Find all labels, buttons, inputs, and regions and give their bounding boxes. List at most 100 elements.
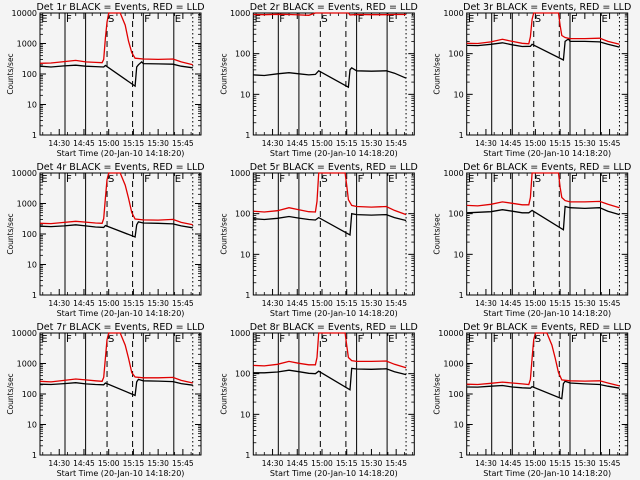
x-tick-label: 14:30 bbox=[48, 139, 70, 148]
segment-label: E bbox=[175, 334, 181, 345]
segment-label: S bbox=[108, 334, 114, 345]
x-tick-label: 15:45 bbox=[599, 459, 621, 468]
panel-det-3: Det 3r BLACK = Events, RED = LLD 1 10 100 10… bbox=[433, 2, 632, 158]
y-axis-label: Counts/sec bbox=[433, 213, 442, 254]
x-tick-label: 15:30 bbox=[361, 459, 383, 468]
x-tick-label: 15:00 bbox=[311, 299, 333, 308]
y-tick-label: 100 bbox=[235, 210, 250, 219]
x-tick-label: 15:15 bbox=[123, 139, 145, 148]
segment-label: F bbox=[144, 334, 150, 345]
panel-det-5: Det 5r BLACK = Events, RED = LLD 1 10 100 10… bbox=[219, 162, 418, 318]
segment-label: F bbox=[66, 334, 72, 345]
y-tick-label: 1 bbox=[245, 291, 250, 300]
panel-det-6: Det 6r BLACK = Events, RED = LLD 1 10 100 10… bbox=[433, 162, 632, 318]
series-line-lld bbox=[253, 332, 407, 369]
x-axis-label: Start Time (20-Jan-10 14:18:20) bbox=[270, 149, 398, 158]
series-line-events bbox=[40, 378, 193, 397]
x-tick-label: 15:15 bbox=[336, 139, 358, 148]
x-tick-label: 15:30 bbox=[147, 139, 169, 148]
y-tick-label: 100 bbox=[448, 210, 463, 219]
plot-frame bbox=[39, 172, 202, 296]
series-line-lld bbox=[253, 12, 407, 16]
plot-frame bbox=[39, 12, 202, 136]
segment-label: F bbox=[493, 334, 499, 345]
y-tick-label: 100 bbox=[22, 230, 37, 239]
series-line-events bbox=[40, 221, 193, 238]
plot-frame bbox=[466, 12, 629, 136]
segment-label: E bbox=[41, 334, 47, 345]
segment-label: E bbox=[388, 14, 394, 25]
y-tick-label: 10 bbox=[454, 250, 464, 259]
x-tick-label: 15:30 bbox=[147, 299, 169, 308]
segment-label: F bbox=[493, 174, 499, 185]
x-tick-label: 15:15 bbox=[549, 459, 571, 468]
panel-det-2: Det 2r BLACK = Events, RED = LLD 1 10 100 10… bbox=[219, 2, 418, 158]
segment-label: S bbox=[108, 174, 114, 185]
y-tick-label: 1000 bbox=[443, 360, 463, 369]
x-tick-label: 15:15 bbox=[336, 299, 358, 308]
segment-label: E bbox=[602, 334, 608, 345]
segment-label: F bbox=[144, 174, 150, 185]
x-tick-label: 15:30 bbox=[361, 139, 383, 148]
y-tick-label: 10 bbox=[240, 90, 250, 99]
x-tick-label: 15:45 bbox=[599, 299, 621, 308]
y-tick-label: 10000 bbox=[12, 169, 37, 178]
panel-title: Det 2r BLACK = Events, RED = LLD bbox=[250, 2, 418, 13]
y-axis-label: Counts/sec bbox=[219, 53, 228, 94]
segment-label: F bbox=[66, 14, 72, 25]
series-line-lld bbox=[40, 12, 193, 66]
x-tick-label: 14:45 bbox=[500, 299, 522, 308]
x-tick-label: 14:45 bbox=[73, 459, 95, 468]
y-tick-label: 1 bbox=[32, 451, 37, 460]
y-tick-label: 100 bbox=[448, 50, 463, 59]
panel-title: Det 1r BLACK = Events, RED = LLD bbox=[36, 2, 204, 13]
x-axis-label: Start Time (20-Jan-10 14:18:20) bbox=[483, 309, 611, 318]
series-line-lld bbox=[253, 172, 407, 216]
panel-title: Det 7r BLACK = Events, RED = LLD bbox=[36, 322, 204, 333]
y-tick-label: 10 bbox=[27, 101, 37, 110]
segment-label: E bbox=[468, 14, 474, 25]
x-tick-label: 15:00 bbox=[525, 459, 547, 468]
y-tick-label: 1000 bbox=[443, 169, 463, 178]
plot-frame bbox=[466, 332, 629, 456]
x-tick-label: 14:45 bbox=[73, 299, 95, 308]
x-tick-label: 15:00 bbox=[311, 139, 333, 148]
segment-label: S bbox=[535, 334, 541, 345]
x-axis-label: Start Time (20-Jan-10 14:18:20) bbox=[483, 469, 611, 478]
x-axis-label: Start Time (20-Jan-10 14:18:20) bbox=[57, 149, 185, 158]
segment-label: F bbox=[66, 174, 72, 185]
y-axis-label: Counts/sec bbox=[6, 53, 15, 94]
panel-title: Det 5r BLACK = Events, RED = LLD bbox=[250, 162, 418, 173]
panel-det-1: Det 1r BLACK = Events, RED = LLD 1 10 100 10… bbox=[6, 2, 205, 158]
series-line-events bbox=[253, 66, 407, 89]
x-tick-label: 15:00 bbox=[311, 459, 333, 468]
segment-label: F bbox=[571, 174, 577, 185]
y-tick-label: 1000 bbox=[230, 169, 250, 178]
x-tick-label: 14:30 bbox=[475, 459, 497, 468]
series-line-lld bbox=[40, 332, 193, 384]
x-tick-label: 14:30 bbox=[48, 459, 70, 468]
y-tick-label: 10 bbox=[27, 261, 37, 270]
x-tick-label: 15:00 bbox=[525, 299, 547, 308]
panel-det-4: Det 4r BLACK = Events, RED = LLD 1 10 100 10… bbox=[6, 162, 205, 318]
y-tick-label: 1 bbox=[32, 291, 37, 300]
y-tick-label: 100 bbox=[448, 390, 463, 399]
x-tick-label: 15:45 bbox=[385, 459, 407, 468]
panel-det-7: Det 7r BLACK = Events, RED = LLD 1 10 100 10… bbox=[6, 322, 205, 478]
x-tick-label: 15:45 bbox=[599, 139, 621, 148]
x-tick-label: 14:45 bbox=[73, 139, 95, 148]
y-tick-label: 100 bbox=[22, 70, 37, 79]
x-tick-label: 15:00 bbox=[525, 139, 547, 148]
segment-label: F bbox=[358, 174, 364, 185]
x-tick-label: 15:15 bbox=[336, 459, 358, 468]
series-line-events bbox=[466, 380, 620, 400]
segment-label: E bbox=[468, 334, 474, 345]
y-axis-label: Counts/sec bbox=[433, 53, 442, 94]
segment-label: S bbox=[321, 334, 327, 345]
plot-frame bbox=[252, 332, 415, 456]
panel-title: Det 8r BLACK = Events, RED = LLD bbox=[250, 322, 418, 333]
x-tick-label: 15:30 bbox=[574, 139, 596, 148]
y-axis-label: Counts/sec bbox=[6, 373, 15, 414]
y-axis-label: Counts/sec bbox=[6, 213, 15, 254]
